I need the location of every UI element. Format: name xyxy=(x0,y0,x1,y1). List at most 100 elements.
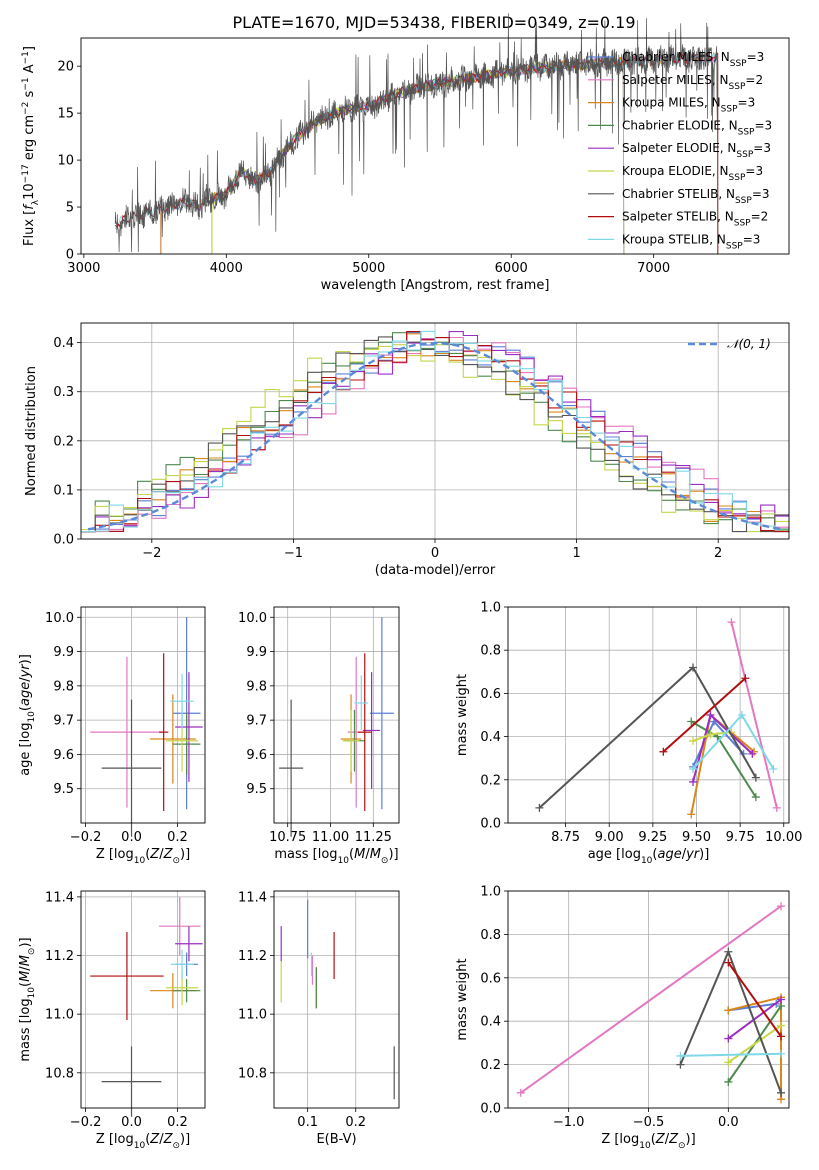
legend: 𝒩(0, 1) xyxy=(688,337,771,351)
y-tick-label: 10.0 xyxy=(45,611,74,626)
y-tick-label: 10 xyxy=(57,154,74,169)
x-tick-label: 0.1 xyxy=(297,1115,318,1130)
y-tick-label: 0.0 xyxy=(53,533,74,548)
data-point xyxy=(689,777,698,786)
plot-area xyxy=(90,896,203,1117)
data-point xyxy=(724,1058,733,1067)
data-point xyxy=(748,749,757,758)
y-tick-label: 11.0 xyxy=(238,1008,267,1023)
y-tick-label: 9.6 xyxy=(246,748,267,763)
data-point xyxy=(676,1051,685,1060)
y-tick-label: 1.0 xyxy=(480,885,501,900)
legend-entry: Chabrier STELIB, NSSP=3 xyxy=(622,187,770,206)
plot-area xyxy=(90,617,203,837)
data-point xyxy=(535,803,544,812)
panel-residuals: −2 −1 0 1 2 0.0 0.1 0.2 0.3 0.4 (data-model)/error… xyxy=(24,322,790,578)
series-line xyxy=(730,621,778,809)
data-point xyxy=(769,765,778,773)
y-axis-label: age [log10(age/yr)] xyxy=(18,654,37,776)
x-tick-label: 4000 xyxy=(210,261,243,276)
y-tick-label: 1.0 xyxy=(480,601,501,616)
x-tick-label: 0.0 xyxy=(121,830,142,845)
data-point xyxy=(689,736,698,745)
legend-entry: Kroupa STELIB, NSSP=3 xyxy=(622,232,760,251)
data-point xyxy=(741,674,750,683)
y-tick-label: 5 xyxy=(66,201,74,216)
data-point xyxy=(724,947,733,956)
data-point xyxy=(777,1021,786,1030)
series-line xyxy=(727,962,782,1037)
series-line xyxy=(692,713,753,783)
x-tick-label: 9.25 xyxy=(638,830,667,845)
spectrum-line xyxy=(114,13,719,254)
series-line xyxy=(520,905,782,1094)
y-tick-label: 20 xyxy=(57,60,74,75)
x-tick-label: 11.25 xyxy=(355,830,392,845)
data-point xyxy=(777,1032,786,1041)
panel-mass_vs_Z: −0.2 0.0 0.2 10.8 11.0 11.2 11.4 Z [log10(Z/Z⊙)… xyxy=(18,890,206,1151)
data-point xyxy=(706,711,715,719)
legend-entry: Chabrier MILES, NSSP=3 xyxy=(622,50,764,69)
data-point xyxy=(777,1088,786,1097)
y-tick-label: 9.7 xyxy=(246,714,267,729)
y-tick-label: 9.9 xyxy=(53,645,74,660)
axes-frame xyxy=(273,890,400,1109)
x-tick-label: −0.2 xyxy=(70,1115,102,1130)
y-tick-label: 11.0 xyxy=(45,1008,74,1023)
y-tick-label: 9.7 xyxy=(53,714,74,729)
plot-area xyxy=(535,618,781,819)
y-tick-label: 0.2 xyxy=(53,434,74,449)
axes-frame xyxy=(273,606,400,824)
x-tick-label: 0.0 xyxy=(718,1115,739,1130)
x-axis-label: Z [log10(Z/Z⊙)] xyxy=(601,1132,695,1151)
x-tick-label: −0.2 xyxy=(70,830,102,845)
legend-entry: Salpeter ELODIE, NSSP=3 xyxy=(622,141,771,160)
gaussian-reference-line xyxy=(87,341,783,531)
x-axis-label: (data-model)/error xyxy=(375,563,496,578)
x-tick-label: 6000 xyxy=(495,261,528,276)
legend-entry: 𝒩(0, 1) xyxy=(727,337,771,351)
legend: Chabrier MILES, NSSP=3 Salpeter MILES, NS… xyxy=(588,50,772,251)
x-tick-label: 9.75 xyxy=(726,830,755,845)
legend-entry: Kroupa MILES, NSSP=3 xyxy=(622,96,755,115)
axes-frame xyxy=(507,890,790,1109)
x-axis-label: age [log10(age/yr)] xyxy=(588,847,710,866)
y-tick-label: 0 xyxy=(66,248,74,263)
y-tick-label: 9.5 xyxy=(246,782,267,797)
axes-frame xyxy=(80,37,790,255)
grid xyxy=(274,891,399,1108)
y-tick-label: 9.8 xyxy=(53,679,74,694)
y-tick-label: 0.4 xyxy=(480,730,501,745)
data-point xyxy=(777,1049,786,1058)
series-line xyxy=(662,677,747,753)
y-axis-label: mass [log10(M/M⊙)] xyxy=(18,937,37,1061)
x-tick-label: 0.2 xyxy=(345,1115,366,1130)
data-point xyxy=(687,810,696,819)
x-tick-label: 9.50 xyxy=(682,830,711,845)
y-tick-label: 0.8 xyxy=(480,644,501,659)
x-axis-label: mass [log10(M/M⊙)] xyxy=(274,847,398,866)
x-tick-label: 10.75 xyxy=(269,830,306,845)
series-line xyxy=(727,1024,782,1064)
panel-mass_vs_ebv: 0.1 0.2 10.8 11.0 11.2 11.4 E(B-V) xyxy=(238,890,400,1147)
y-tick-label: 0.6 xyxy=(480,971,501,986)
series-line xyxy=(727,998,782,1040)
y-tick-label: 9.8 xyxy=(246,679,267,694)
y-tick-label: 10.8 xyxy=(238,1066,267,1081)
y-tick-label: 11.4 xyxy=(238,890,267,905)
data-point xyxy=(689,663,698,672)
x-tick-label: 10.00 xyxy=(765,830,802,845)
data-point xyxy=(737,711,746,719)
x-tick-label: 0.0 xyxy=(121,1115,142,1130)
x-tick-label: −0.5 xyxy=(633,1115,665,1130)
data-point xyxy=(676,1060,685,1069)
y-tick-label: 11.4 xyxy=(45,890,74,905)
y-tick-label: 11.2 xyxy=(45,949,74,964)
y-tick-label: 0.1 xyxy=(53,483,74,498)
legend-entry: Chabrier ELODIE, NSSP=3 xyxy=(622,118,772,137)
plot-area xyxy=(81,330,789,533)
panel-spectrum: 3000 4000 5000 6000 7000 0 5 10 15 20 wavelength [… xyxy=(21,13,790,293)
y-tick-label: 0.4 xyxy=(480,1015,501,1030)
y-tick-label: 9.6 xyxy=(53,748,74,763)
